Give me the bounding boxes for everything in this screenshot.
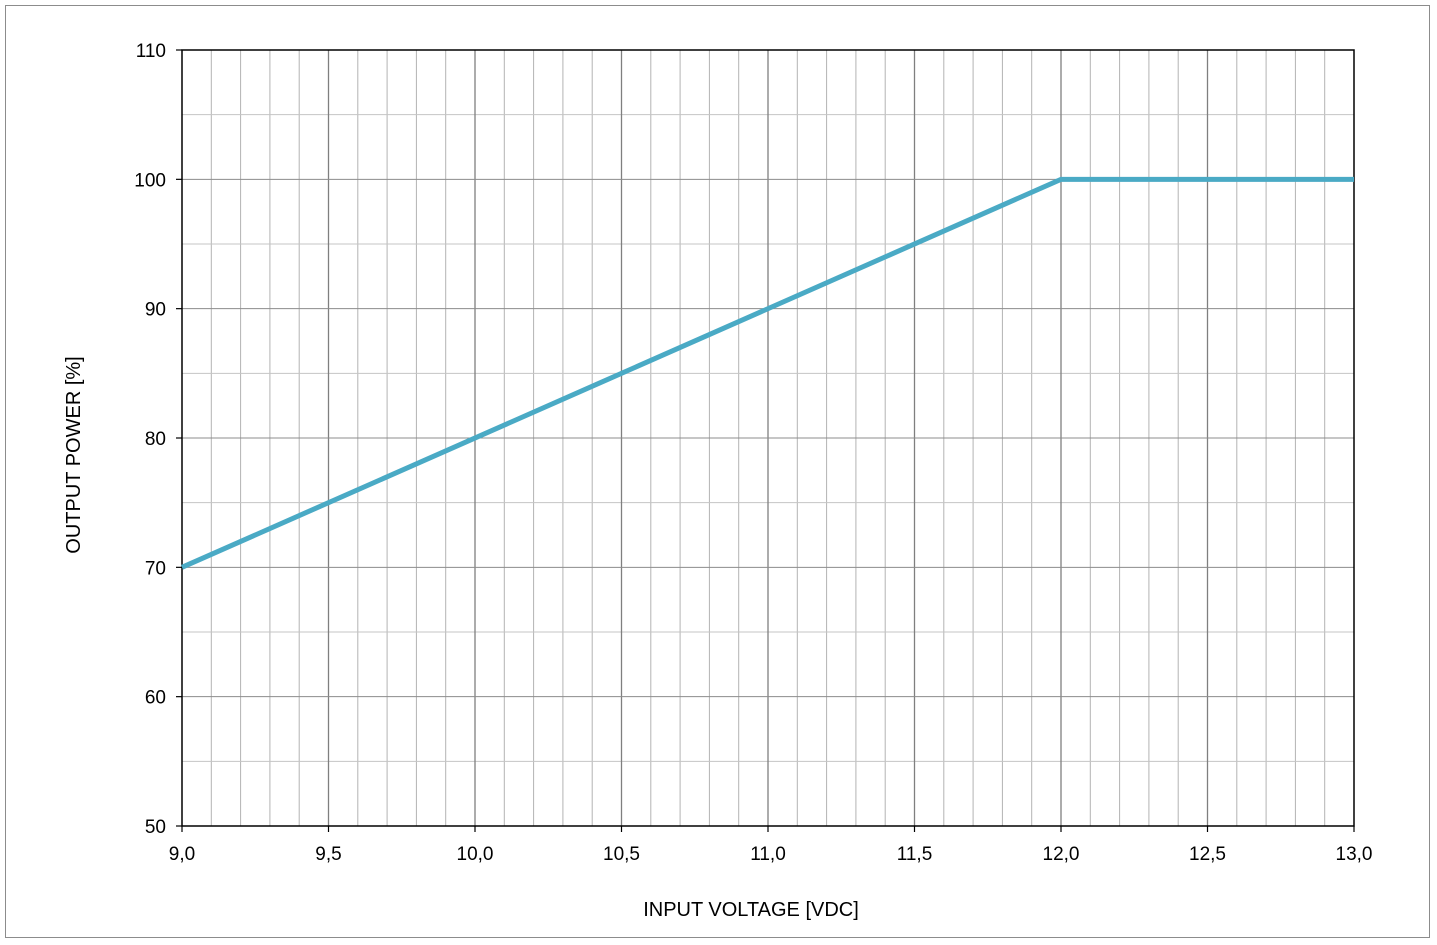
y-tick-labels: 50 60 70 80 90 100 110 [134,41,166,838]
x-tick-label: 10,0 [457,844,494,865]
y-tick-label: 100 [134,170,166,191]
x-tick-label: 11,5 [897,844,933,865]
y-tick-label: 50 [145,817,166,838]
chart-frame [5,5,1430,938]
x-tick-label: 12,0 [1043,844,1080,865]
x-tick-label: 10,5 [603,844,640,865]
x-tick-label: 9,5 [315,844,341,865]
x-tick-label: 12,5 [1189,844,1226,865]
axis-ticks [176,49,1355,832]
x-tick-label: 13,0 [1336,844,1373,865]
y-tick-label: 70 [145,558,166,579]
x-axis-label: INPUT VOLTAGE [VDC] [643,899,859,921]
y-tick-label: 90 [145,300,166,321]
x-tick-label: 9,0 [169,844,195,865]
x-tick-labels: 9,0 9,5 10,0 10,5 11,0 11,5 12,0 12,5 13,0 [169,844,1373,865]
y-tick-label: 80 [145,429,166,450]
y-tick-label: 110 [136,41,166,62]
series-line [180,176,1354,570]
y-axis-label: OUTPUT POWER [%] [63,356,85,553]
x-tick-label: 11,0 [750,844,786,865]
y-tick-label: 60 [145,688,166,709]
series-layer [180,176,1354,570]
